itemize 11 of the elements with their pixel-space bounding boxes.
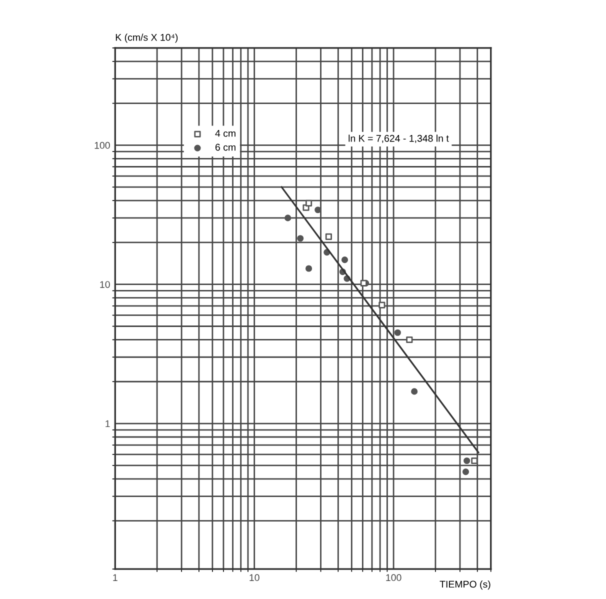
legend-label: 4 cm — [215, 130, 236, 137]
x-tick-label: 100 — [386, 574, 402, 582]
y-tick-label: 100 — [94, 142, 110, 149]
y-tick-label: 10 — [100, 281, 110, 288]
annotation: ln K = 7,624 - 1,348 ln t — [348, 134, 449, 143]
x-tick-label: 1 — [113, 574, 118, 581]
y-axis-title: K (cm/s X 10⁴) — [116, 34, 178, 43]
x-axis-title: TIEMPO (s) — [440, 580, 490, 590]
y-tick-label: 1 — [106, 420, 110, 428]
x-tick-label: 10 — [250, 574, 260, 582]
legend-label: 6 cm — [215, 144, 236, 151]
